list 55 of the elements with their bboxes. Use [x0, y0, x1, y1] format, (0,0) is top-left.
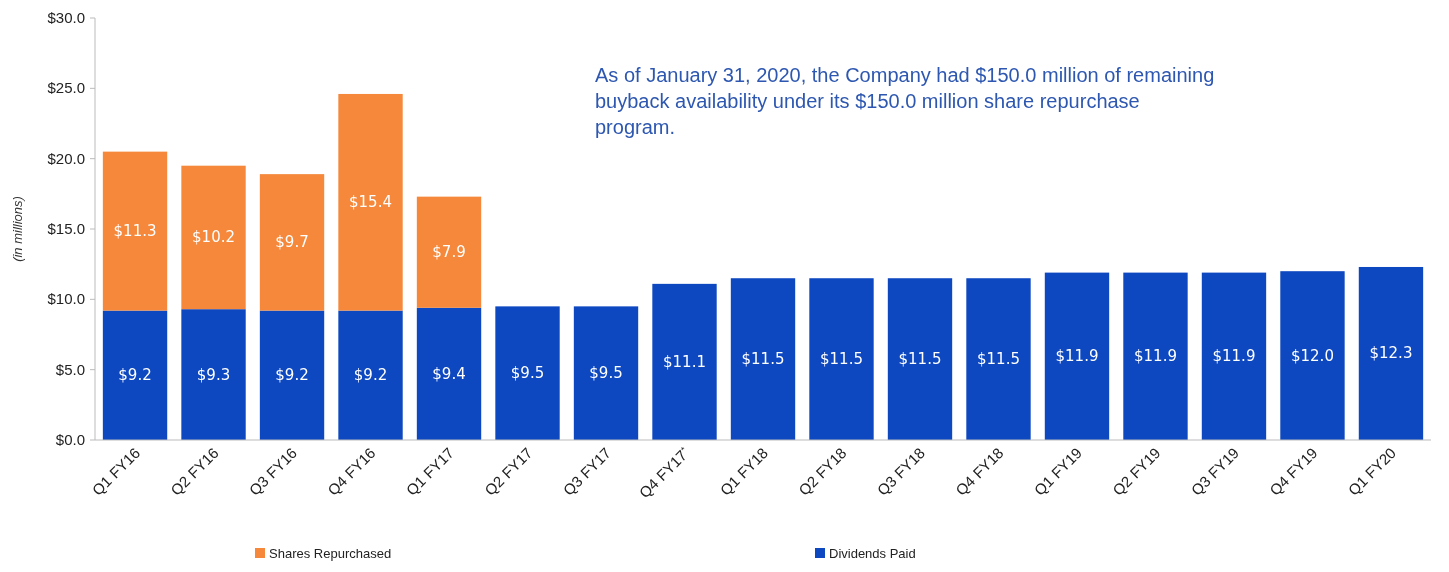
bar [259, 310, 325, 440]
y-tick-label: $5.0 [55, 360, 85, 378]
bar [338, 93, 403, 311]
data-label: $11.5 [820, 350, 863, 369]
bar [809, 278, 874, 440]
data-label: $9.5 [589, 364, 623, 383]
data-label: $11.9 [1055, 347, 1099, 366]
bar [1123, 272, 1188, 440]
y-tick-label: $30.0 [47, 9, 85, 26]
bar [259, 174, 325, 311]
data-label: $11.3 [113, 222, 157, 241]
bar [966, 278, 1031, 440]
bar [416, 196, 482, 308]
data-label: $10.2 [192, 228, 236, 247]
data-label: $12.3 [1369, 344, 1413, 363]
data-label: $9.7 [275, 233, 309, 252]
bar [102, 151, 168, 311]
data-label: $11.9 [1212, 347, 1256, 366]
bar [102, 310, 168, 440]
y-tick-label: $15.0 [47, 220, 85, 237]
data-label: $11.5 [977, 350, 1020, 369]
bar [1280, 271, 1345, 440]
data-label: $11.5 [741, 350, 785, 369]
bar [495, 306, 560, 440]
bar [1358, 266, 1424, 440]
y-tick-label: $10.0 [47, 290, 85, 308]
data-label: $9.2 [118, 366, 152, 385]
data-label: $11.1 [663, 352, 706, 371]
bar [181, 165, 246, 310]
bar [573, 306, 639, 440]
bar [730, 278, 796, 440]
y-tick-label: $0.0 [55, 431, 85, 448]
data-label: $9.2 [275, 366, 309, 385]
data-label: $12.0 [1290, 346, 1334, 365]
data-label: $7.9 [432, 243, 466, 262]
bar [1201, 272, 1267, 440]
y-tick-label: $25.0 [47, 79, 85, 97]
bar [887, 278, 953, 440]
data-label: $9.2 [353, 366, 388, 385]
data-label: $9.5 [510, 364, 545, 383]
data-label: $9.4 [432, 364, 466, 383]
bar [652, 283, 717, 440]
data-label: $9.3 [196, 365, 231, 384]
bar [416, 307, 482, 440]
annotation: As of January 31, 2020, the Company had $150.0 million of remaining buyback availability under its $150.0 million share repurchase program. [595, 64, 1215, 138]
legend-label: Shares Repurchased [269, 546, 392, 561]
data-label: $11.9 [1134, 347, 1177, 366]
bar [1044, 272, 1110, 440]
y-tick-label: $20.0 [47, 149, 85, 167]
data-label: $11.5 [898, 350, 942, 369]
bar [181, 309, 246, 440]
legend-label: Dividends Paid [829, 546, 916, 561]
bar [338, 310, 403, 440]
y-axis-title: (in millions) [10, 196, 25, 262]
data-label: $15.4 [349, 193, 392, 212]
